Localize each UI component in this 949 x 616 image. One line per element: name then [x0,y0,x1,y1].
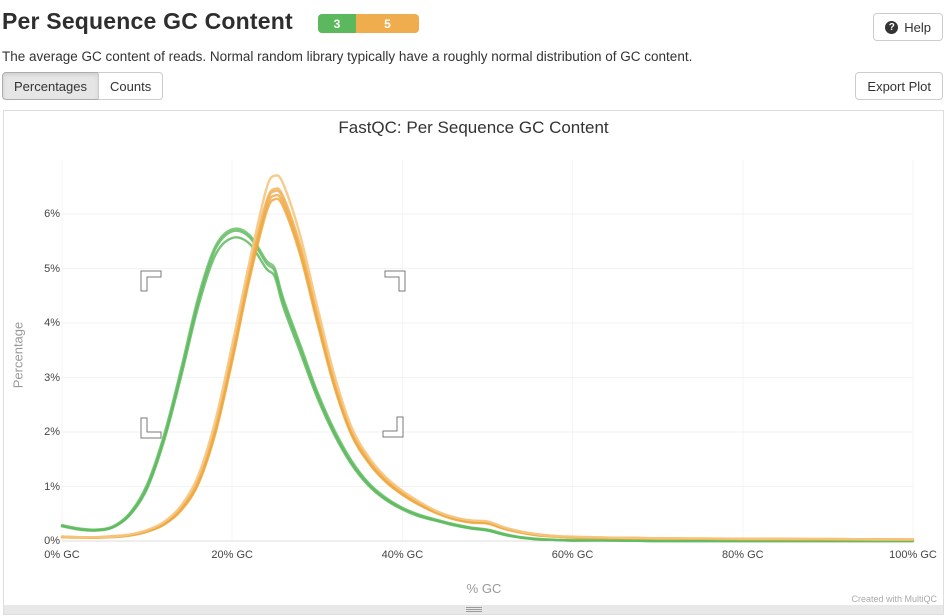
gc-content-line-chart[interactable] [4,111,943,605]
x-axis-title: % GC [466,581,502,596]
series-line-warn-1[interactable] [60,174,915,541]
multiqc-watermark: Created with MultiQC [851,594,937,604]
selection-corner-bottom-left-icon [140,417,162,439]
plot-resize-handle[interactable] [4,605,943,614]
status-progress-badge[interactable]: 3 5 [318,14,419,33]
series-line-warn-5[interactable] [60,197,915,542]
grip-icon [465,607,482,612]
gridlines [61,160,914,542]
selection-corner-bottom-right-icon [382,416,404,438]
pass-count-badge[interactable]: 3 [318,14,356,33]
chart-title: FastQC: Per Sequence GC Content [338,118,609,137]
selection-corner-top-left-icon [140,270,162,292]
plot-units-toggle: Percentages Counts [2,72,164,100]
plot-container[interactable]: FastQC: Per Sequence GC Content 0% 1% 2% 3%… [3,110,944,615]
plot-lines [60,174,915,543]
help-button[interactable]: ? Help [873,13,943,41]
page-title: Per Sequence GC Content [2,8,293,34]
selection-corner-top-right-icon [384,270,406,292]
series-line-warn-2[interactable] [60,189,915,541]
series-line-pass-3[interactable] [60,227,915,543]
series-line-warn-3[interactable] [60,193,915,541]
question-mark-icon: ? [885,20,899,34]
section-description: The average GC content of reads. Normal … [2,49,693,64]
selection-corner-markers [140,270,406,439]
percentages-tab-button[interactable]: Percentages [2,72,99,100]
export-plot-button[interactable]: Export Plot [855,72,943,100]
counts-tab-button[interactable]: Counts [98,72,164,100]
help-button-label: Help [904,19,931,35]
warn-count-badge[interactable]: 5 [355,14,419,33]
y-axis-title: Percentage [10,321,26,389]
